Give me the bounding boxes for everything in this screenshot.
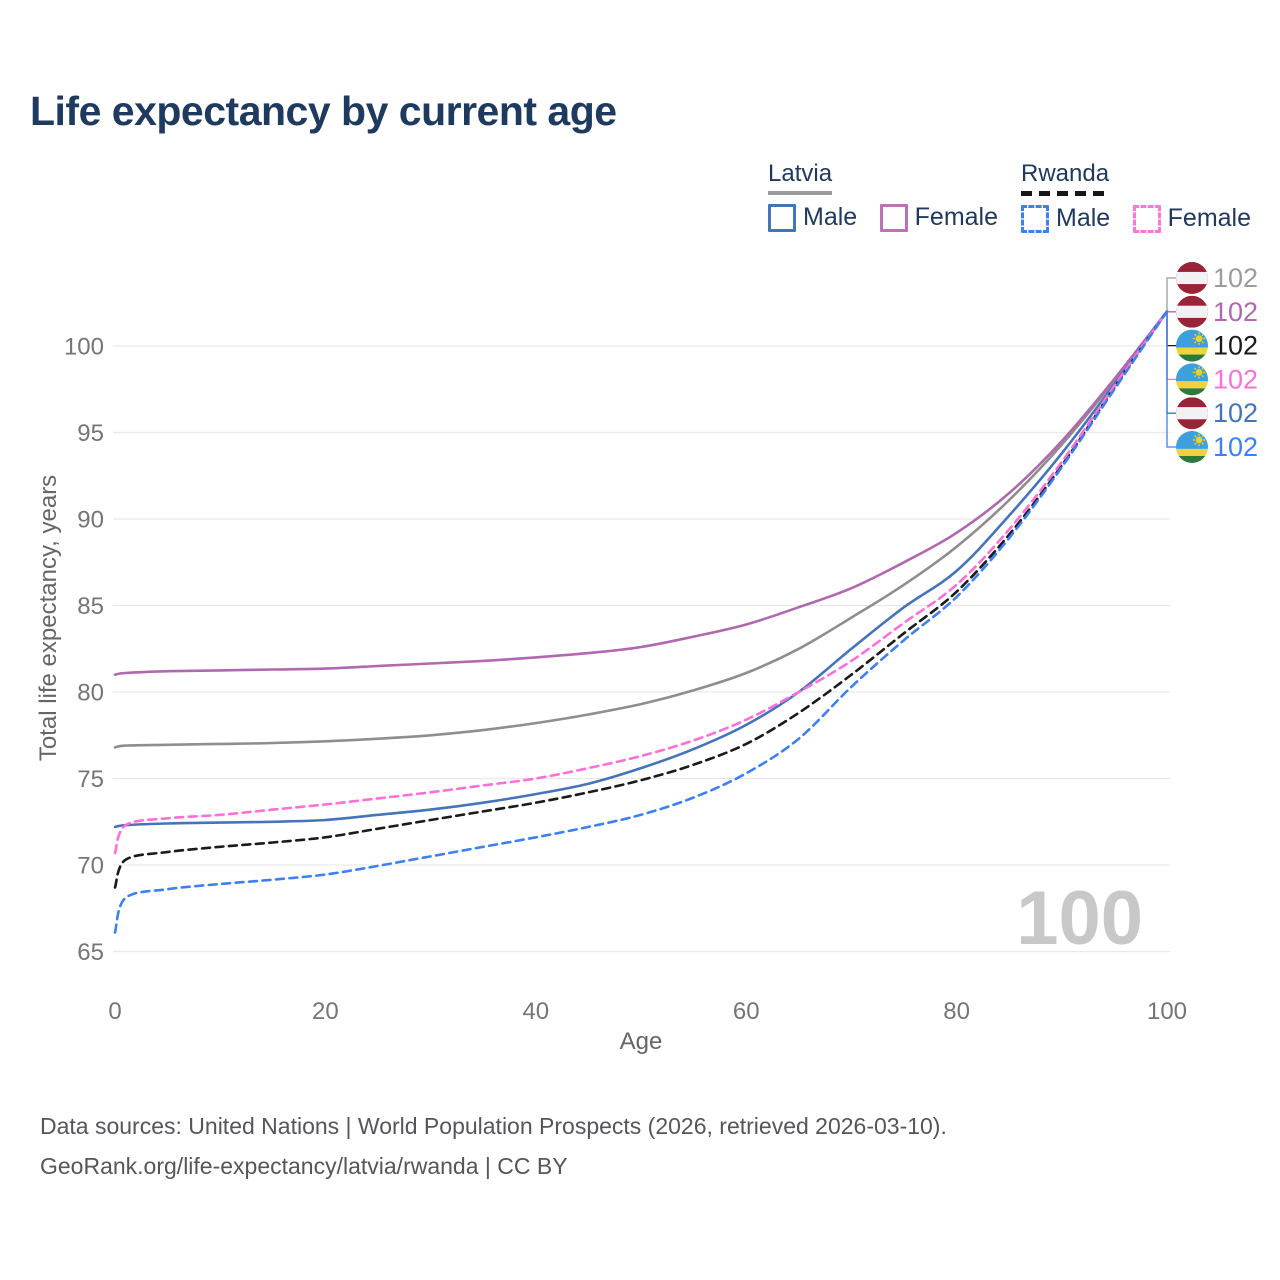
attribution-line[interactable]: GeoRank.org/life-expectancy/latvia/rwand… [40, 1153, 568, 1179]
line-latvia-female[interactable] [113, 310, 1169, 676]
line-rwanda-male[interactable] [113, 310, 1169, 934]
x-tick-0: 0 [108, 998, 121, 1025]
latvia-flag-icon [1176, 295, 1208, 328]
x-tick-40: 40 [522, 998, 549, 1025]
line-latvia-all[interactable] [113, 310, 1169, 749]
data-sources-line: Data sources: United Nations | World Pop… [40, 1113, 947, 1139]
rwanda-flag-icon [1176, 329, 1208, 362]
latvia-male-swatch [768, 203, 796, 232]
x-axis-title: Age [620, 1028, 663, 1055]
latvia-line-style-sample [768, 191, 833, 195]
y-tick-85: 85 [77, 593, 104, 620]
end-value-latvia-female: 102 [1213, 297, 1258, 327]
x-tick-100: 100 [1147, 998, 1187, 1025]
legend-country-latvia[interactable]: Latvia [768, 160, 833, 195]
y-tick-80: 80 [77, 680, 104, 707]
latvia-male-label: Male [803, 203, 858, 231]
y-tick-95: 95 [77, 420, 104, 447]
y-tick-65: 65 [77, 939, 104, 966]
y-tick-90: 90 [77, 507, 104, 534]
rwanda-flag-icon [1176, 431, 1208, 463]
y-axis-title: Total life expectancy, years [35, 475, 62, 761]
rwanda-female-swatch [1132, 204, 1161, 233]
age-counter-watermark: 100 [1016, 876, 1143, 961]
end-value-rwanda-female: 102 [1213, 364, 1258, 394]
rwanda-male-label: Male [1056, 204, 1111, 232]
end-value-rwanda-all: 102 [1213, 331, 1258, 361]
line-latvia-male[interactable] [113, 310, 1169, 829]
latvia-flag-icon [1176, 262, 1208, 294]
legend-item-latvia-female[interactable]: Female [879, 203, 999, 232]
leader-line-latvia-male [1166, 311, 1176, 414]
legend-item-rwanda-male[interactable]: Male [1021, 204, 1110, 233]
legend-item-rwanda-female[interactable]: Female [1132, 204, 1252, 233]
series-lines [113, 310, 1169, 934]
legend-item-latvia-male[interactable]: Male [768, 203, 857, 232]
end-value-rwanda-male: 102 [1213, 432, 1258, 462]
footer: Data sources: United Nations | World Pop… [40, 1106, 947, 1186]
leader-line-rwanda-all [1166, 311, 1176, 347]
leader-line-latvia-all [1166, 277, 1176, 312]
y-tick-75: 75 [77, 766, 104, 793]
line-rwanda-female[interactable] [113, 310, 1169, 855]
page-title: Life expectancy by current age [30, 88, 617, 134]
legend-country-rwanda[interactable]: Rwanda [1021, 160, 1110, 196]
latvia-flag-icon [1176, 397, 1208, 430]
y-tick-70: 70 [77, 853, 104, 880]
line-rwanda-all[interactable] [113, 310, 1169, 889]
legend-country-rwanda-label: Rwanda [1021, 160, 1110, 187]
rwanda-line-style-sample [1021, 191, 1110, 196]
leader-line-rwanda-male [1166, 311, 1176, 448]
end-value-latvia-all: 102 [1213, 263, 1258, 293]
gridlines [113, 345, 1170, 953]
end-value-latvia-male: 102 [1213, 398, 1258, 428]
latvia-female-swatch [879, 203, 908, 232]
axis-ticks: 65 70 75 80 85 90 95 100 0 20 40 60 80 100 [64, 334, 1187, 1026]
legend-group-rwanda: Rwanda Male Female [1021, 160, 1269, 238]
y-tick-100: 100 [64, 334, 104, 361]
rwanda-male-swatch [1021, 204, 1049, 233]
x-tick-60: 60 [733, 998, 760, 1025]
x-tick-80: 80 [943, 998, 970, 1025]
legend-country-latvia-label: Latvia [768, 160, 833, 187]
rwanda-female-label: Female [1167, 204, 1252, 232]
latvia-female-label: Female [914, 203, 999, 231]
rwanda-flag-icon [1176, 363, 1208, 396]
legend-group-latvia: Latvia Male Female [768, 160, 1016, 237]
x-tick-20: 20 [312, 998, 339, 1025]
